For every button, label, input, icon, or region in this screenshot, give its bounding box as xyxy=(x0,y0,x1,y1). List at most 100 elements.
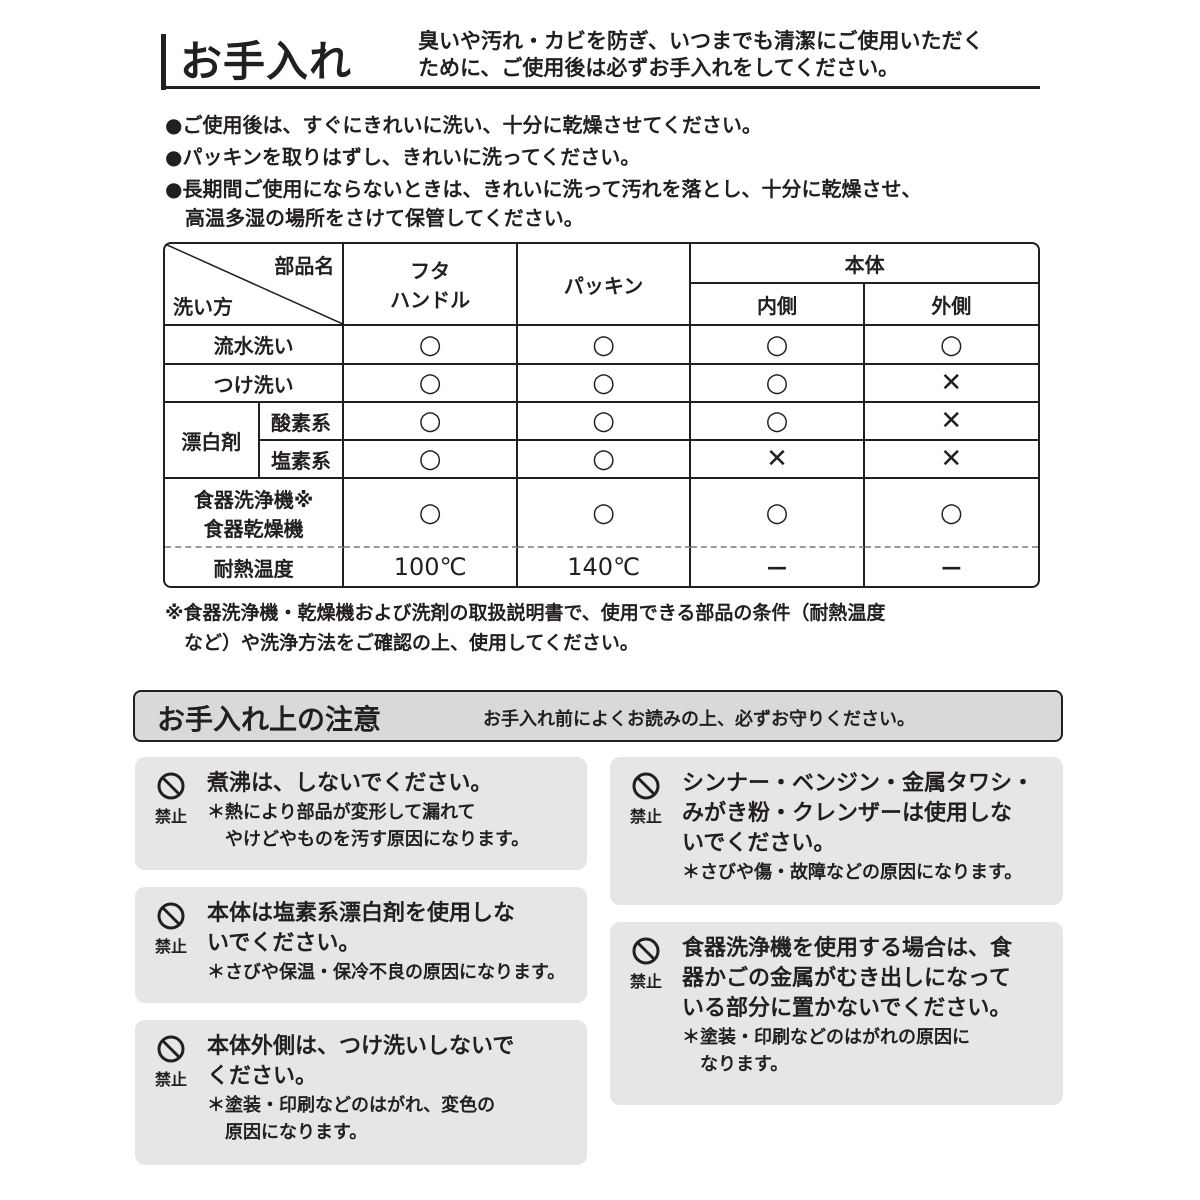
cell-mark: ○ xyxy=(344,403,518,441)
caution-item: 禁止 本体外側は、つけ洗いしないで ください。 ＊塗装・印刷などのはがれ、変色の 原因… xyxy=(135,1020,587,1165)
caution-main-line: ください。 xyxy=(207,1064,318,1089)
diagonal-line xyxy=(165,244,345,325)
col-label: ハンドル xyxy=(390,288,471,312)
prohibit-label: 禁止 xyxy=(154,937,187,956)
caution-sub-line: 原因になります。 xyxy=(207,1122,368,1143)
row-label: 塩素系 xyxy=(259,441,345,479)
caution-main-line: いる部分に置かないでください。 xyxy=(682,996,1012,1021)
row-label: つけ洗い xyxy=(165,365,345,403)
cell-value: 100℃ xyxy=(344,548,518,586)
page-title: お手入れ xyxy=(180,37,353,86)
title-underline xyxy=(161,86,1040,89)
caution-banner: お手入れ上の注意 お手入れ前によくお読みの上、必ずお守りください。 xyxy=(133,690,1063,742)
caution-subtitle: お手入れ前によくお読みの上、必ずお守りください。 xyxy=(483,709,915,730)
caution-main-line: 器かごの金属がむき出しになって xyxy=(682,966,1011,991)
prohibited-badge: 禁止 xyxy=(149,901,193,957)
row-label-line: 食器乾燥機 xyxy=(203,516,304,541)
row-group-label: 漂白剤 xyxy=(165,403,260,479)
col-header-packing: パッキン xyxy=(517,244,692,326)
cell-mark: ○ xyxy=(344,441,518,479)
row-label: 酸素系 xyxy=(259,403,345,441)
cell-mark: ○ xyxy=(691,326,865,365)
caution-item: 禁止 食器洗浄機を使用する場合は、食 器かごの金属がむき出しになって いる部分に置かな… xyxy=(610,922,1063,1105)
cell-value: — xyxy=(941,555,962,579)
prohibit-label: 禁止 xyxy=(154,1070,187,1089)
caution-sub-line: なります。 xyxy=(682,1054,789,1075)
caution-sub-line: ＊さびや傷・故障などの原因になります。 xyxy=(682,862,1023,883)
cell-value: 140℃ xyxy=(518,548,692,586)
prohibited-icon xyxy=(157,772,185,800)
cell-mark: ○ xyxy=(344,479,518,548)
caution-sub-line: やけどやものを汚す原因になります。 xyxy=(207,829,530,850)
col-header-inner: 内側 xyxy=(691,284,865,326)
cell-mark: ○ xyxy=(864,326,1038,365)
corner-header: 部品名洗い方 xyxy=(165,244,345,326)
cell-value: — xyxy=(691,548,865,586)
caution-main-line: 煮沸は、しないでください。 xyxy=(207,771,493,796)
caution-main-line: 食器洗浄機を使用する場合は、食 xyxy=(682,936,1013,961)
caution-main-line: いでください。 xyxy=(682,831,836,856)
prohibited-badge: 禁止 xyxy=(149,1034,193,1090)
caution-item: 禁止 本体は塩素系漂白剤を使用しな いでください。 ＊さびや保温・保冷不良の原因になり… xyxy=(135,887,587,1003)
bullet-item: 高温多湿の場所をさけて保管してください。 xyxy=(165,206,584,230)
col-header-outer: 外側 xyxy=(864,284,1038,326)
caution-sub-line: ＊さびや保温・保冷不良の原因になります。 xyxy=(207,962,566,983)
title-bar-decoration xyxy=(161,34,166,90)
prohibited-badge: 禁止 xyxy=(149,771,193,827)
prohibit-label: 禁止 xyxy=(154,807,187,826)
caution-title: お手入れ上の注意 xyxy=(157,703,382,736)
cell-mark: ○ xyxy=(691,403,865,441)
col-label: フタ xyxy=(410,259,451,283)
prohibited-icon xyxy=(632,772,660,800)
row-label: 耐熱温度 xyxy=(165,548,345,586)
col-header-futa: フタ ハンドル xyxy=(344,244,518,326)
caution-main-line: 本体は塩素系漂白剤を使用しな xyxy=(207,901,516,926)
cell-mark: ✕ xyxy=(864,365,1038,403)
cell-mark: ○ xyxy=(517,365,692,403)
cell-mark: ○ xyxy=(344,326,518,365)
row-label: 食器洗浄機※ 食器乾燥機 xyxy=(165,479,345,548)
cell-mark: ✕ xyxy=(864,441,1038,479)
intro-text: 臭いや汚れ・カビを防ぎ、いつまでも清潔にご使用いただく ために、ご使用後は必ずお手… xyxy=(418,28,1048,82)
intro-line: 臭いや汚れ・カビを防ぎ、いつまでも清潔にご使用いただく xyxy=(418,29,984,53)
cell-mark: ○ xyxy=(691,365,865,403)
caution-main-line: シンナー・ベンジン・金属タワシ・ xyxy=(682,771,1035,796)
caution-sub-line: ＊塗装・印刷などのはがれの原因に xyxy=(682,1027,970,1048)
cell-mark: ✕ xyxy=(864,403,1038,441)
col-header-body: 本体 xyxy=(691,244,1038,285)
caution-sub-line: ＊熱により部品が変形して漏れて xyxy=(207,802,476,823)
prohibited-icon xyxy=(632,937,660,965)
caution-main-line: みがき粉・クレンザーは使用しな xyxy=(682,801,1013,826)
prohibited-icon xyxy=(157,1035,185,1063)
prohibited-icon xyxy=(157,902,185,930)
bullet-item: ●ご使用後は、すぐにきれいに洗い、十分に乾燥させてください。 xyxy=(165,113,762,137)
prohibited-badge: 禁止 xyxy=(624,771,668,827)
caution-text: 本体外側は、つけ洗いしないで ください。 ＊塗装・印刷などのはがれ、変色の 原因にな… xyxy=(207,1032,514,1146)
bullet-item: ●長期間ご使用にならないときは、きれいに洗って汚れを落とし、十分に乾燥させ、 xyxy=(165,177,922,201)
caution-main-line: いでください。 xyxy=(207,931,361,956)
cell-mark: ○ xyxy=(517,326,692,365)
cell-mark: ○ xyxy=(344,365,518,403)
footnote: ※食器洗浄機・乾燥機および洗剤の取扱説明書で、使用できる部品の条件（耐熱温度 な… xyxy=(165,598,885,658)
care-table: 部品名 洗い方 フタ ハンドル パッキン 本体 内側 外側 流水洗い ○ ○ ○ ○ つけ洗い… xyxy=(163,242,1040,588)
cell-mark: ○ xyxy=(517,441,692,479)
corner-top-label: 部品名 xyxy=(274,254,335,278)
footnote-line: など）や洗浄方法をご確認の上、使用してください。 xyxy=(165,632,639,654)
footnote-line: ※食器洗浄機・乾燥機および洗剤の取扱説明書で、使用できる部品の条件（耐熱温度 xyxy=(165,602,886,624)
bullet-item: ●パッキンを取りはずし、きれいに洗ってください。 xyxy=(165,145,641,169)
cell-mark: ○ xyxy=(691,479,865,548)
cell-mark: ○ xyxy=(517,403,692,441)
prohibited-badge: 禁止 xyxy=(624,936,668,992)
caution-text: 本体は塩素系漂白剤を使用しな いでください。 ＊さびや保温・保冷不良の原因になります… xyxy=(207,899,565,986)
row-label-line: 食器洗浄機※ xyxy=(193,487,314,512)
intro-line: ために、ご使用後は必ずお手入れをしてください。 xyxy=(418,56,900,80)
prohibit-label: 禁止 xyxy=(629,972,662,991)
cell-mark: ✕ xyxy=(691,441,865,479)
cell-mark: ○ xyxy=(517,479,692,548)
caution-item: 禁止 シンナー・ベンジン・金属タワシ・ みがき粉・クレンザーは使用しな いでください。… xyxy=(610,757,1063,905)
caution-text: 煮沸は、しないでください。 ＊熱により部品が変形して漏れて やけどやものを汚す原因… xyxy=(207,769,529,853)
caution-text: 食器洗浄機を使用する場合は、食 器かごの金属がむき出しになって いる部分に置かないで… xyxy=(682,934,1012,1078)
caution-item: 禁止 煮沸は、しないでください。 ＊熱により部品が変形して漏れて やけどやものを汚す… xyxy=(135,757,587,870)
corner-bottom-label: 洗い方 xyxy=(173,295,233,319)
caution-main-line: 本体外側は、つけ洗いしないで xyxy=(207,1034,515,1059)
